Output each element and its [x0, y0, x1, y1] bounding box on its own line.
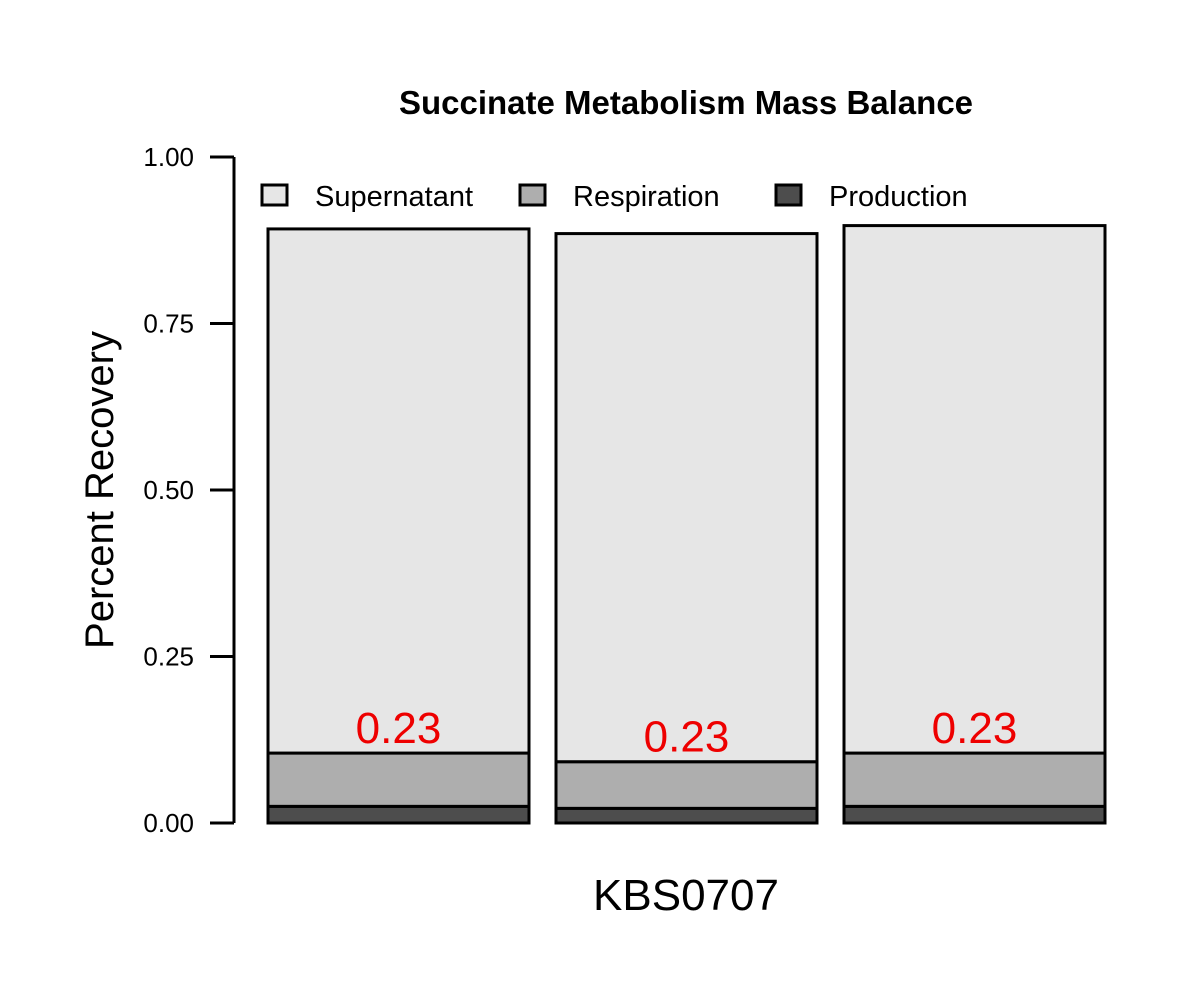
bar-segment-production	[842, 804, 1107, 825]
legend: Supernatant Respiration Production	[260, 181, 968, 213]
bar-segment-production	[554, 806, 819, 825]
y-axis: 0.00 0.25 0.50 0.75 1.00	[143, 142, 236, 838]
bar-segment-respiration	[266, 751, 531, 808]
bar-segment-supernatant	[554, 232, 819, 764]
value-label: 0.23	[644, 713, 730, 762]
bars-group	[266, 224, 1107, 825]
bar-segment-respiration	[842, 751, 1107, 808]
annotations-group: 0.23 0.23 0.23	[356, 704, 1018, 762]
legend-label: Respiration	[573, 181, 720, 213]
bar-segment-respiration	[554, 760, 819, 810]
value-label: 0.23	[356, 704, 442, 753]
value-label: 0.23	[932, 704, 1018, 753]
y-tick-label: 0.50	[143, 475, 194, 505]
legend-label: Supernatant	[315, 181, 473, 213]
y-tick-label: 1.00	[143, 142, 194, 172]
bar-segment-supernatant	[266, 227, 531, 755]
legend-label: Production	[829, 181, 968, 213]
x-axis-label: KBS0707	[593, 871, 779, 920]
legend-swatch-production	[774, 183, 803, 207]
legend-swatch-respiration	[518, 183, 547, 207]
y-tick-label: 0.00	[143, 808, 194, 838]
chart-title: Succinate Metabolism Mass Balance	[399, 84, 973, 121]
y-axis-label: Percent Recovery	[78, 331, 122, 649]
bar-segment-supernatant	[842, 224, 1107, 755]
legend-swatch-supernatant	[260, 183, 289, 207]
y-tick-label: 0.75	[143, 309, 194, 339]
bar-segment-production	[266, 804, 531, 825]
y-tick-label: 0.25	[143, 642, 194, 672]
